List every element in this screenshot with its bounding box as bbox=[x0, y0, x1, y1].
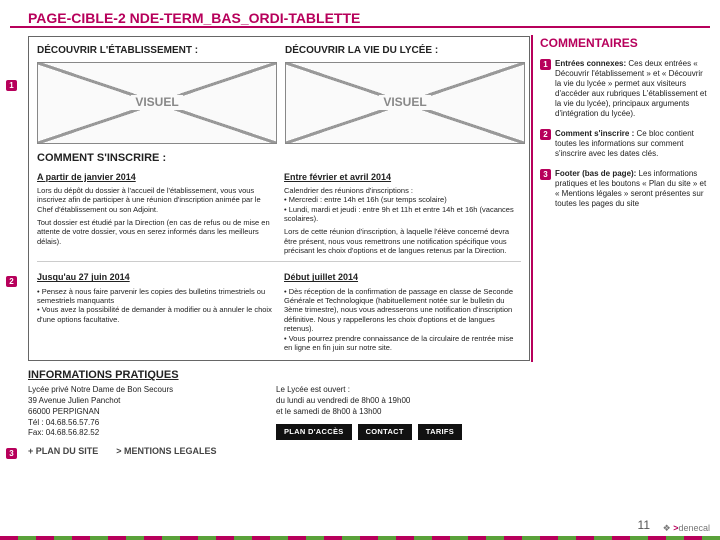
r1c2-title: Entre février et avril 2014 bbox=[284, 172, 521, 183]
plan-acces-button[interactable]: PLAN D'ACCÈS bbox=[276, 424, 352, 440]
page-number: 11 bbox=[638, 518, 650, 532]
col2-heading: DÉCOUVRIR LA VIE DU LYCÉE : bbox=[285, 45, 523, 58]
r1c1-body2: Tout dossier est étudié par la Direction… bbox=[37, 218, 274, 246]
footer-mentions[interactable]: > MENTIONS LEGALES bbox=[116, 446, 216, 456]
r2c1-title: Jusqu'au 27 juin 2014 bbox=[37, 272, 274, 283]
tarifs-button[interactable]: TARIFS bbox=[418, 424, 462, 440]
r2c1-body: • Pensez à nous faire parvenir les copie… bbox=[37, 287, 274, 325]
comment-3: 3 Footer (bas de page): Les informations… bbox=[540, 169, 710, 209]
r1c1-title: A partir de janvier 2014 bbox=[37, 172, 274, 183]
marker-1: 1 bbox=[6, 80, 17, 91]
info-hours: Le Lycée est ouvert : du lundi au vendre… bbox=[276, 385, 524, 417]
contact-button[interactable]: CONTACT bbox=[358, 424, 412, 440]
visual-placeholder-2: VISUEL bbox=[285, 62, 525, 144]
r1c1-body: Lors du dépôt du dossier à l'accueil de … bbox=[37, 186, 274, 214]
comments-heading: COMMENTAIRES bbox=[540, 36, 710, 51]
title-rule bbox=[10, 26, 710, 28]
r2c2-title: Début juillet 2014 bbox=[284, 272, 521, 283]
page-title: PAGE-CIBLE-2 NDE-TERM_BAS_ORDI-TABLETTE bbox=[28, 10, 710, 26]
marker-3: 3 bbox=[6, 448, 17, 459]
marker-2: 2 bbox=[6, 276, 17, 287]
inscrire-heading: COMMENT S'INSCRIRE : bbox=[37, 152, 521, 164]
comment-1: 1 Entrées connexes: Ces deux entrées « D… bbox=[540, 59, 710, 119]
brand-logo: ❖ >denecal bbox=[663, 523, 710, 534]
r1c2-body2: Lors de cette réunion d'inscription, à l… bbox=[284, 227, 521, 255]
footer-plan-site[interactable]: + PLAN DU SITE bbox=[28, 446, 98, 456]
col1-heading: DÉCOUVRIR L'ÉTABLISSEMENT : bbox=[37, 45, 275, 58]
r2c2-body: • Dès réception de la confirmation de pa… bbox=[284, 287, 521, 353]
vertical-separator bbox=[531, 35, 533, 362]
visual-placeholder-1: VISUEL bbox=[37, 62, 277, 144]
info-heading: INFORMATIONS PRATIQUES bbox=[28, 369, 530, 381]
comment-2: 2 Comment s'inscrire : Ce bloc contient … bbox=[540, 129, 710, 159]
info-address: Lycée privé Notre Dame de Bon Secours 39… bbox=[28, 385, 266, 439]
content-frame: DÉCOUVRIR L'ÉTABLISSEMENT : VISUEL DÉCOU… bbox=[28, 36, 530, 361]
bottom-bar bbox=[0, 536, 720, 540]
r1c2-body: Calendrier des réunions d'inscriptions :… bbox=[284, 186, 521, 224]
